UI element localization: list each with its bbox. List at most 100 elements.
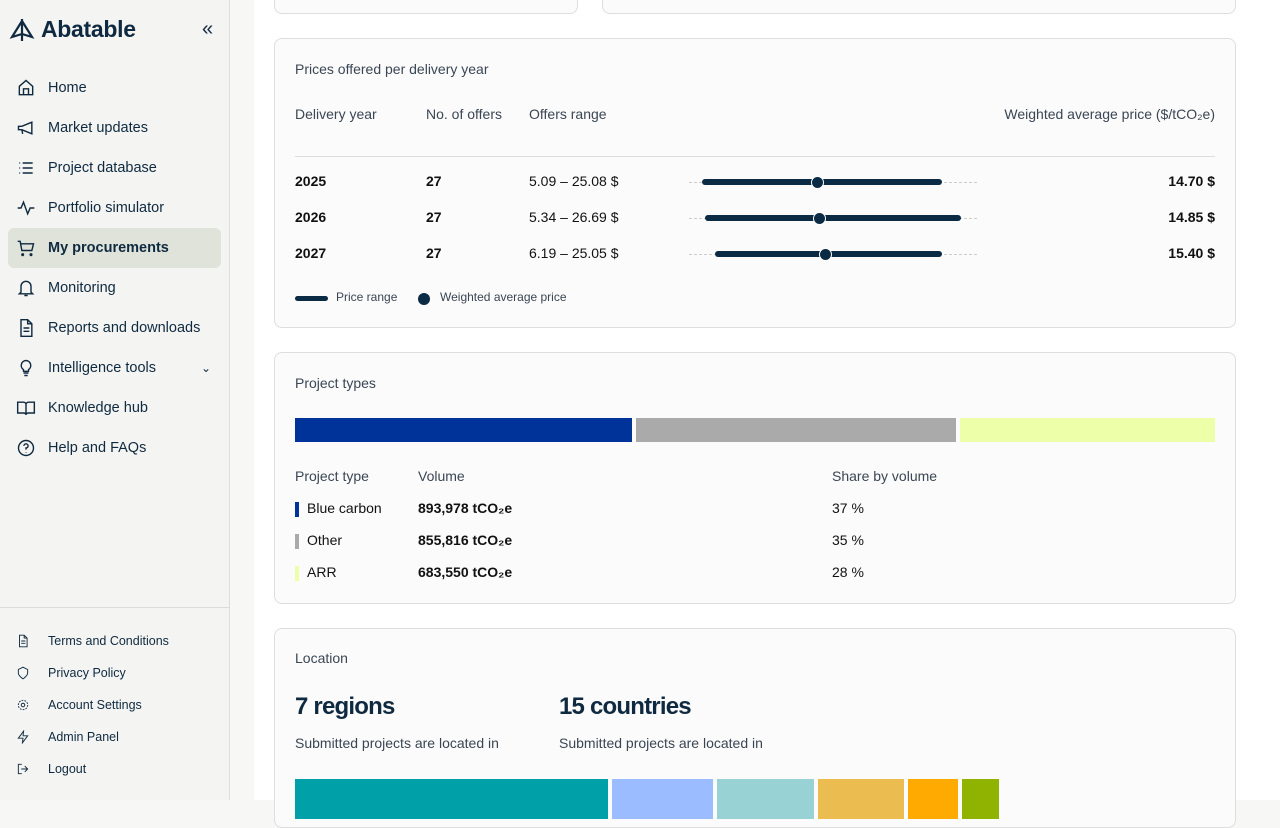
sidebar-item-market-updates[interactable]: Market updates (8, 108, 221, 148)
footer-item-account-settings[interactable]: Account Settings (0, 689, 230, 721)
divider (295, 156, 1215, 157)
offer-count: 27 (426, 245, 442, 261)
bolt-icon (17, 730, 29, 744)
gear-icon (17, 699, 29, 711)
sidebar-item-help-and-faqs[interactable]: Help and FAQs (8, 428, 221, 468)
cart-icon (17, 240, 35, 257)
activity-icon (17, 200, 35, 216)
region-segment (817, 779, 905, 819)
sidebar-item-intelligence-tools[interactable]: Intelligence tools ⌄ (8, 348, 221, 388)
footer-item-privacy-policy[interactable]: Privacy Policy (0, 657, 230, 689)
region-segment (961, 779, 999, 819)
offers-range: 5.34 – 26.69 $ (529, 209, 619, 225)
sidebar-item-portfolio-simulator[interactable]: Portfolio simulator (8, 188, 221, 228)
col-header: Delivery year (295, 106, 377, 122)
project-type-segment (636, 418, 956, 442)
main-nav: Home Market updates Project database Portfo… (8, 68, 221, 468)
footer-item-label: Admin Panel (48, 730, 119, 744)
price-range-legend-icon (295, 296, 328, 301)
weighted-average-dot (819, 247, 833, 261)
delivery-year: 2026 (295, 209, 327, 225)
sidebar-item-home[interactable]: Home (8, 68, 221, 108)
shield-icon (17, 666, 29, 680)
sidebar-item-label: Help and FAQs (48, 440, 147, 456)
sidebar-item-label: Intelligence tools (48, 360, 157, 376)
list-icon (19, 162, 33, 174)
sidebar: Abatable « Home Market updates Project dat… (0, 0, 230, 800)
project-type: Other (307, 532, 343, 548)
sidebar-item-label: Project database (48, 160, 157, 176)
weighted-average-price: 14.70 $ (1168, 173, 1215, 189)
card-title: Prices offered per delivery year (295, 61, 489, 77)
summary-card (602, 0, 1236, 14)
document-icon (19, 634, 28, 648)
weighted-average-price: 14.85 $ (1168, 209, 1215, 225)
main-content: Prices offered per delivery year Deliver… (254, 0, 1280, 828)
project-type: ARR (307, 564, 337, 580)
sidebar-item-label: My procurements (48, 240, 169, 256)
legend-label: Weighted average price (440, 290, 567, 304)
book-icon (16, 401, 36, 416)
col-header: No. of offers (426, 106, 503, 122)
footer-item-label: Terms and Conditions (48, 634, 169, 648)
regions-count: 7 regions (295, 693, 395, 720)
type-share: 35 % (832, 532, 864, 548)
collapse-sidebar-button[interactable]: « (202, 18, 214, 40)
countries-subtitle: Submitted projects are located in (559, 735, 763, 751)
countries-count: 15 countries (559, 693, 692, 720)
lightbulb-icon (20, 359, 32, 377)
col-header: Volume (418, 468, 465, 484)
footer-item-logout[interactable]: Logout (0, 753, 230, 785)
region-segment (908, 779, 958, 819)
sidebar-item-knowledge-hub[interactable]: Knowledge hub (8, 388, 221, 428)
project-type-segment (295, 418, 633, 442)
card-title: Location (295, 650, 348, 666)
sidebar-item-label: Home (48, 80, 87, 96)
abatable-logo-icon (9, 18, 35, 41)
footer-item-admin-panel[interactable]: Admin Panel (0, 721, 230, 753)
price-range-bar (705, 215, 962, 221)
col-header: Weighted average price ($/tCO₂e) (1004, 106, 1215, 122)
project-type-segment (959, 418, 1215, 442)
offer-count: 27 (426, 209, 442, 225)
region-segment (611, 779, 713, 819)
delivery-year: 2025 (295, 173, 327, 189)
project-type: Blue carbon (307, 500, 382, 516)
type-color-swatch (295, 534, 299, 549)
footer-item-label: Privacy Policy (48, 666, 126, 680)
project-types-card: Project types Project type Volume Share … (274, 352, 1236, 604)
footer-nav: Terms and Conditions Privacy Policy Accoun… (0, 607, 230, 785)
type-share: 28 % (832, 564, 864, 580)
sidebar-item-project-database[interactable]: Project database (8, 148, 221, 188)
sidebar-item-reports-and-downloads[interactable]: Reports and downloads (8, 308, 221, 348)
weighted-average-price: 15.40 $ (1168, 245, 1215, 261)
regions-subtitle: Submitted projects are located in (295, 735, 499, 751)
region-segment (295, 779, 608, 819)
col-header: Share by volume (832, 468, 938, 484)
summary-card (274, 0, 578, 14)
card-title: Project types (295, 375, 376, 391)
help-icon (17, 439, 35, 457)
footer-item-label: Logout (48, 762, 87, 776)
sidebar-item-label: Market updates (48, 120, 148, 136)
brand-name: Abatable (41, 16, 136, 42)
offers-range: 6.19 – 25.05 $ (529, 245, 619, 261)
logo[interactable]: Abatable (9, 16, 136, 43)
weighted-average-dot (812, 211, 826, 225)
sidebar-item-label: Reports and downloads (48, 320, 201, 336)
legend-label: Price range (336, 290, 398, 304)
home-icon (18, 79, 34, 96)
region-segment (717, 779, 814, 819)
sidebar-item-my-procurements[interactable]: My procurements (8, 228, 221, 268)
average-legend-icon (418, 293, 430, 305)
offer-count: 27 (426, 173, 442, 189)
type-volume: 683,550 tCO₂e (418, 564, 513, 580)
sidebar-item-monitoring[interactable]: Monitoring (8, 268, 221, 308)
location-card: Location 7 regions Submitted projects ar… (274, 628, 1236, 828)
sidebar-item-label: Monitoring (48, 280, 116, 296)
footer-item-terms-and-conditions[interactable]: Terms and Conditions (0, 625, 230, 657)
type-share: 37 % (832, 500, 864, 516)
offers-range: 5.09 – 25.08 $ (529, 173, 619, 189)
chevron-down-icon[interactable]: ⌄ (200, 361, 211, 375)
bell-icon (17, 280, 35, 297)
